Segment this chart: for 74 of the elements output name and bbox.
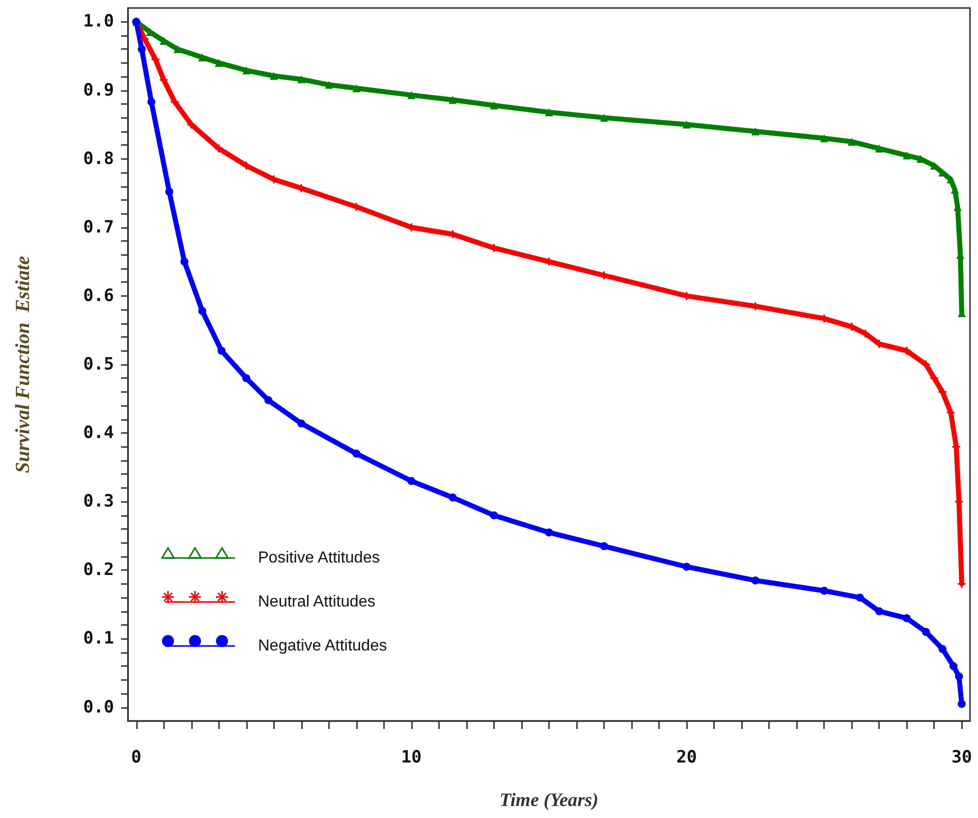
point [875, 144, 884, 153]
point [820, 586, 828, 595]
point [297, 419, 306, 428]
point [174, 45, 182, 54]
y-tick-label: 0.3 [83, 492, 114, 512]
point [950, 662, 958, 670]
point [165, 188, 174, 196]
point [490, 101, 498, 110]
point [751, 576, 760, 584]
point [352, 450, 360, 458]
x-tick-label: 30 [952, 748, 972, 768]
point [902, 151, 911, 160]
point [140, 34, 149, 43]
y-tick-label: 0.6 [83, 286, 114, 306]
y-tick-label: 1.0 [83, 12, 114, 32]
point [407, 91, 416, 100]
point [214, 144, 223, 153]
point [218, 346, 226, 355]
point [242, 66, 250, 74]
point [938, 645, 946, 654]
point [545, 108, 553, 116]
point [861, 330, 870, 338]
point [264, 396, 272, 404]
point [170, 98, 179, 106]
point [138, 45, 146, 54]
y-tick-label: 0.0 [83, 697, 114, 718]
point [352, 84, 360, 92]
y-tick-label: 0.2 [83, 560, 114, 580]
legend-label: Neutral Attitudes [258, 594, 376, 610]
point [270, 72, 278, 80]
point [297, 75, 306, 84]
point [242, 162, 250, 170]
x-axis-title: Time (Years) [499, 790, 599, 811]
point [856, 594, 864, 602]
point [922, 360, 930, 368]
x-tick-label: 0 [131, 748, 142, 768]
point [448, 96, 457, 104]
point [902, 614, 911, 622]
point [875, 607, 884, 616]
legend-label: Negative Attitudes [258, 638, 387, 654]
point [490, 511, 498, 520]
point [916, 154, 924, 163]
y-tick-label: 0.9 [83, 80, 114, 100]
point [600, 114, 608, 122]
point [198, 307, 206, 316]
point [407, 477, 416, 486]
y-axis-title: Survival Function Estiate [12, 256, 34, 474]
x-tick-label: 20 [676, 748, 697, 768]
point [214, 58, 223, 67]
point [545, 528, 553, 536]
point [600, 542, 608, 550]
point [198, 53, 206, 62]
point [751, 127, 760, 136]
point [820, 134, 828, 142]
y-tick-label: 0.7 [83, 217, 114, 238]
point [955, 672, 963, 680]
point [242, 374, 250, 382]
y-tick-label: 0.8 [83, 148, 114, 169]
point [147, 98, 156, 106]
y-tick-label: 0.5 [83, 354, 114, 374]
legend-label: Positive Attitudes [258, 550, 380, 566]
point [922, 628, 930, 636]
point [180, 258, 188, 266]
y-tick-label: 0.1 [83, 628, 114, 649]
point [682, 120, 691, 129]
point [324, 80, 333, 89]
point [930, 374, 938, 382]
point [958, 700, 966, 708]
point [187, 120, 196, 129]
point [848, 138, 856, 146]
point [682, 562, 691, 571]
y-tick-label: 0.4 [83, 423, 114, 444]
x-tick-label: 10 [401, 748, 422, 768]
point [448, 494, 457, 502]
